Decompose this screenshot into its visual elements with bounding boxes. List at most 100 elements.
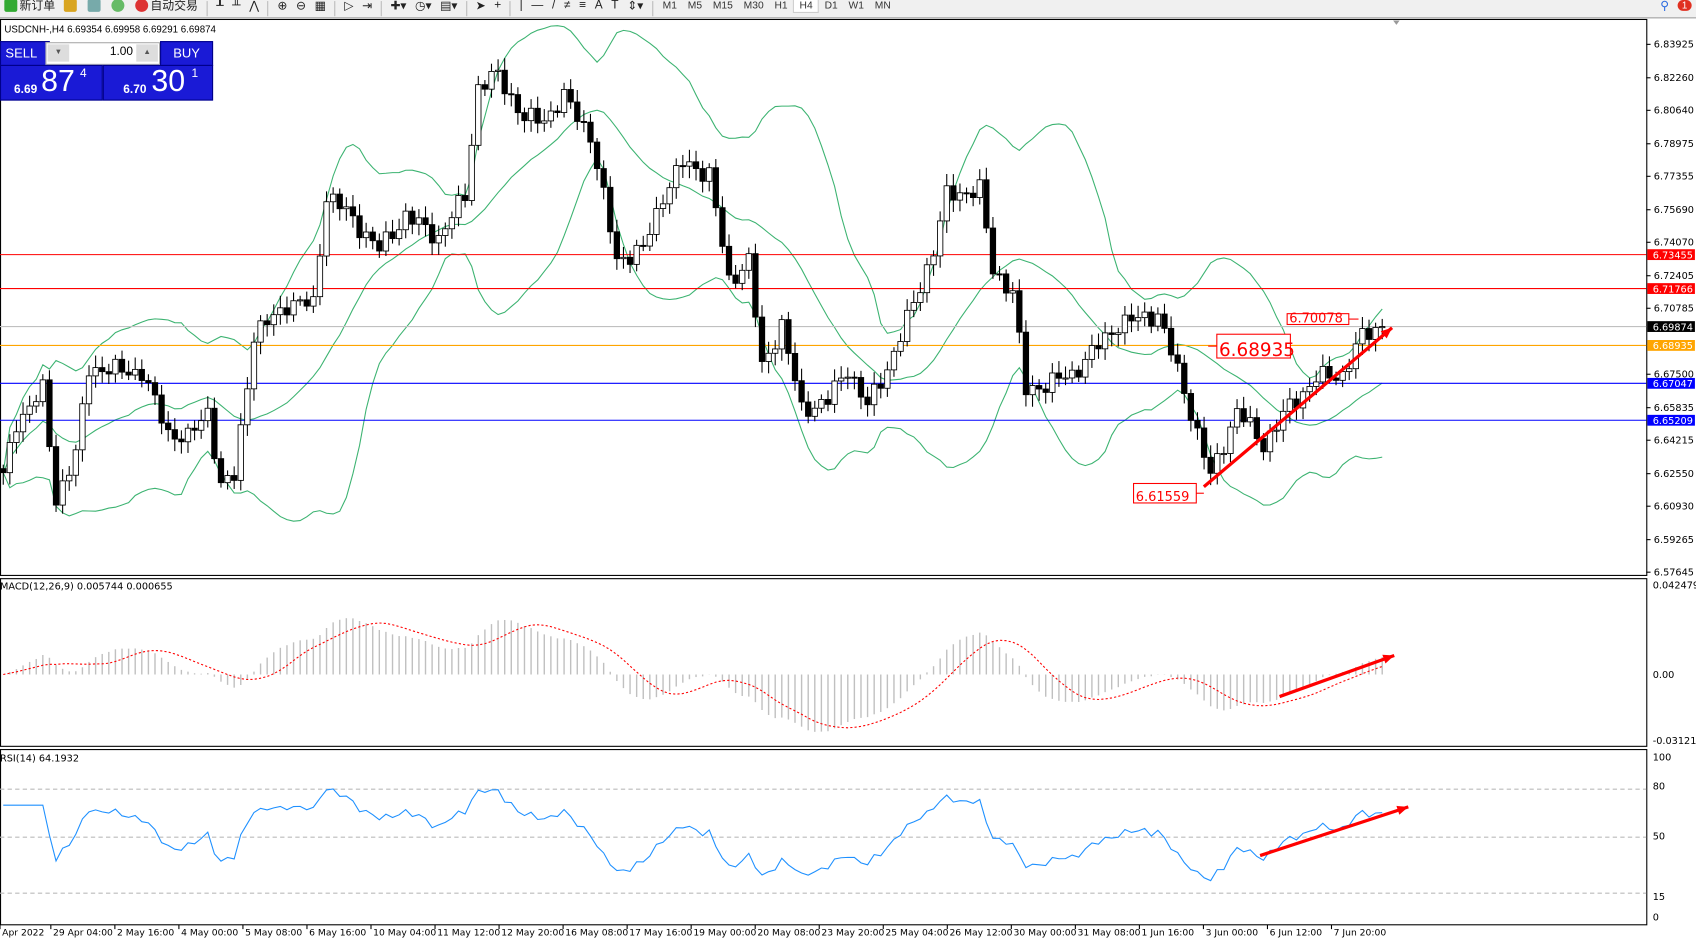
bullish-candle[interactable] xyxy=(297,299,304,302)
bullish-candle[interactable] xyxy=(250,341,258,390)
bearish-candle[interactable] xyxy=(1002,273,1010,294)
bullish-candle[interactable] xyxy=(237,424,244,481)
bearish-candle[interactable] xyxy=(151,382,159,396)
bullish-candle[interactable] xyxy=(1088,345,1096,360)
bearish-candle[interactable] xyxy=(1326,366,1333,379)
bullish-candle[interactable] xyxy=(475,84,482,146)
bearish-candle[interactable] xyxy=(1167,327,1175,356)
bearish-candle[interactable] xyxy=(534,107,541,124)
bullish-candle[interactable] xyxy=(1379,326,1386,329)
line-chart-button[interactable]: ⋀ xyxy=(249,0,259,13)
bullish-candle[interactable] xyxy=(844,376,851,379)
notifications-button[interactable]: 1 xyxy=(1673,0,1696,14)
bullish-candle[interactable] xyxy=(772,348,779,354)
timeframe-h4[interactable]: H4 xyxy=(793,0,820,13)
bullish-candle[interactable] xyxy=(1346,368,1353,373)
bearish-candle[interactable] xyxy=(983,179,990,229)
history-button[interactable] xyxy=(59,0,83,14)
bearish-candle[interactable] xyxy=(679,165,686,168)
bearish-candle[interactable] xyxy=(376,240,383,252)
bullish-candle[interactable] xyxy=(290,300,297,316)
bearish-candle[interactable] xyxy=(178,438,185,443)
timeframe-m30[interactable]: M30 xyxy=(743,0,764,12)
channel-tool[interactable]: ≠ xyxy=(563,0,571,12)
bullish-candle[interactable] xyxy=(33,401,40,407)
horizontal-line-tool[interactable]: — xyxy=(531,0,544,12)
bearish-candle[interactable] xyxy=(1365,328,1373,340)
bearish-candle[interactable] xyxy=(514,94,522,114)
bullish-candle[interactable] xyxy=(1082,358,1089,378)
bullish-candle[interactable] xyxy=(6,442,13,474)
bullish-candle[interactable] xyxy=(890,350,898,371)
bearish-candle[interactable] xyxy=(752,253,759,318)
bearish-candle[interactable] xyxy=(607,186,614,233)
bearish-candle[interactable] xyxy=(501,69,508,95)
bullish-candle[interactable] xyxy=(620,256,627,260)
bearish-candle[interactable] xyxy=(1200,427,1208,458)
bearish-candle[interactable] xyxy=(719,207,726,247)
bearish-candle[interactable] xyxy=(626,256,634,265)
bullish-candle[interactable] xyxy=(976,179,983,198)
arrows-tool[interactable]: ⇕▾ xyxy=(627,0,644,13)
vertical-line-tool[interactable]: | xyxy=(519,0,523,12)
bearish-candle[interactable] xyxy=(587,121,594,143)
bullish-candle[interactable] xyxy=(811,407,818,417)
bullish-candle[interactable] xyxy=(270,314,277,326)
bearish-candle[interactable] xyxy=(857,377,865,398)
bullish-candle[interactable] xyxy=(66,474,73,482)
bullish-candle[interactable] xyxy=(706,167,713,182)
bearish-candle[interactable] xyxy=(567,89,574,103)
bearish-candle[interactable] xyxy=(264,320,271,326)
bearish-candle[interactable] xyxy=(118,358,126,373)
bearish-candle[interactable] xyxy=(805,401,812,417)
price-label-box[interactable] xyxy=(1133,482,1197,504)
signals-button[interactable] xyxy=(107,0,131,14)
buy-price-button[interactable]: 6.70 30 1 xyxy=(102,64,214,101)
trend-arrow-macd[interactable] xyxy=(1279,653,1395,699)
bearish-candle[interactable] xyxy=(52,446,60,506)
bearish-candle[interactable] xyxy=(996,273,1003,276)
bullish-candle[interactable] xyxy=(415,217,423,225)
bullish-candle[interactable] xyxy=(1247,417,1254,423)
bullish-candle[interactable] xyxy=(1049,372,1056,393)
bearish-candle[interactable] xyxy=(970,192,977,198)
bearish-candle[interactable] xyxy=(461,195,469,201)
bullish-candle[interactable] xyxy=(198,420,205,431)
bullish-candle[interactable] xyxy=(653,208,660,235)
bearish-candle[interactable] xyxy=(1161,313,1168,329)
bullish-candle[interactable] xyxy=(1359,328,1366,345)
zoom-out-button[interactable]: ⊖ xyxy=(296,0,306,13)
bearish-candle[interactable] xyxy=(422,217,429,226)
candle-chart-button[interactable]: ╨ xyxy=(232,0,241,12)
bullish-candle[interactable] xyxy=(19,413,27,433)
bullish-candle[interactable] xyxy=(468,144,475,201)
bullish-candle[interactable] xyxy=(1121,314,1129,334)
bearish-candle[interactable] xyxy=(1194,419,1201,429)
bullish-candle[interactable] xyxy=(244,388,251,426)
bullish-candle[interactable] xyxy=(633,244,640,265)
bullish-candle[interactable] xyxy=(435,235,442,244)
cursor-tool[interactable]: ➤ xyxy=(475,0,486,13)
bearish-candle[interactable] xyxy=(105,371,112,375)
bullish-candle[interactable] xyxy=(323,201,330,257)
bullish-candle[interactable] xyxy=(448,217,456,230)
bullish-candle[interactable] xyxy=(343,206,350,210)
bullish-candle[interactable] xyxy=(59,480,66,506)
bullish-candle[interactable] xyxy=(917,292,924,303)
bearish-candle[interactable] xyxy=(217,458,225,484)
bullish-candle[interactable] xyxy=(442,228,449,236)
tile-windows-button[interactable]: ▦ xyxy=(314,0,326,13)
bearish-candle[interactable] xyxy=(369,231,376,242)
bullish-candle[interactable] xyxy=(686,161,693,167)
bullish-candle[interactable] xyxy=(92,367,99,377)
indicators-button[interactable]: ✚▾ xyxy=(390,0,407,13)
bearish-candle[interactable] xyxy=(798,380,805,403)
lot-increase-button[interactable]: ▲ xyxy=(136,44,158,62)
bearish-candle[interactable] xyxy=(508,93,515,96)
bullish-candle[interactable] xyxy=(884,369,891,389)
bullish-candle[interactable] xyxy=(382,231,390,252)
bearish-candle[interactable] xyxy=(791,352,799,382)
timeframe-m15[interactable]: M15 xyxy=(712,0,733,12)
bullish-candle[interactable] xyxy=(132,368,139,376)
